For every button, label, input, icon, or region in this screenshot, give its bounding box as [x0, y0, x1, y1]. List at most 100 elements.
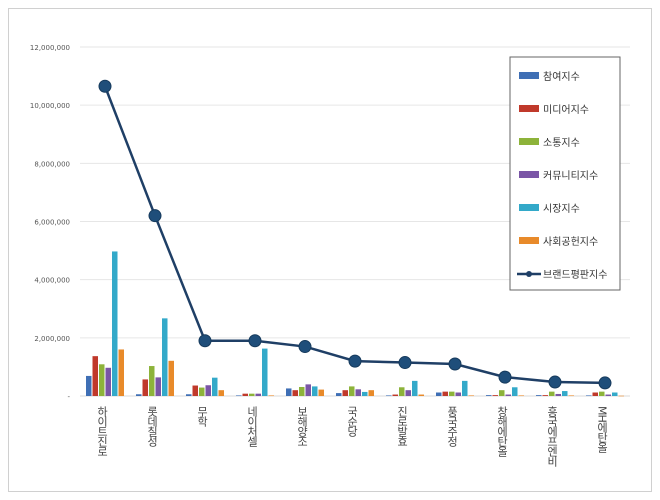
bar-6 — [618, 395, 624, 397]
bar-5 — [262, 348, 268, 396]
bar-1 — [486, 395, 492, 396]
line-point — [148, 209, 162, 223]
bar-5 — [112, 251, 118, 396]
bar-3 — [349, 386, 355, 396]
bar-2 — [492, 395, 498, 396]
bar-2 — [392, 394, 398, 396]
y-tick-label: 4,000,000 — [34, 277, 70, 285]
legend-label: 커뮤니티지수 — [543, 170, 598, 182]
line-point — [448, 357, 462, 371]
y-tick-label: 8,000,000 — [34, 160, 70, 168]
bar-2 — [142, 379, 148, 396]
y-tick-label: 2,000,000 — [34, 335, 70, 343]
bar-6 — [418, 394, 424, 396]
line-point — [498, 370, 512, 384]
bar-2 — [592, 392, 598, 396]
bar-4 — [505, 394, 511, 396]
x-tick-label: 하이트진로 — [96, 405, 109, 456]
x-tick-label: 무학 — [196, 406, 209, 427]
bar-2 — [292, 390, 298, 396]
bar-4 — [155, 377, 161, 396]
legend-label: 미디어지수 — [543, 104, 589, 116]
bar-5 — [412, 380, 418, 396]
bar-3 — [449, 391, 455, 396]
bar-5 — [462, 380, 468, 396]
bar-1 — [436, 392, 442, 396]
line-point — [198, 334, 212, 348]
bar-2 — [242, 393, 248, 396]
bar-4 — [455, 392, 461, 396]
bar-2 — [542, 395, 548, 396]
bar-6 — [468, 395, 474, 397]
legend-label: 사회공헌지수 — [543, 236, 598, 248]
bar-3 — [249, 393, 255, 396]
legend-swatch — [519, 237, 539, 244]
bar-4 — [605, 394, 611, 396]
y-tick-label: 6,000,000 — [34, 219, 70, 227]
bar-3 — [599, 391, 605, 396]
x-tick-label: 흥국에프엔비 — [546, 405, 559, 467]
legend-label: 참여지수 — [543, 71, 580, 83]
x-tick-label: 롯데칠성 — [146, 406, 159, 447]
bar-2 — [342, 390, 348, 396]
x-tick-label: 보해양조 — [296, 406, 309, 446]
bar-2 — [192, 385, 198, 396]
bar-5 — [162, 318, 168, 396]
bar-6 — [318, 389, 324, 396]
bar-6 — [118, 349, 124, 396]
bar-2 — [92, 356, 98, 396]
bar-1 — [536, 395, 542, 396]
legend-swatch — [519, 204, 539, 211]
x-tick-label: 국순당 — [346, 406, 359, 437]
bar-4 — [205, 385, 211, 396]
x-tick-label: 네이처셀 — [246, 406, 259, 447]
bar-5 — [562, 391, 568, 396]
line-point — [548, 375, 562, 389]
line-point — [348, 354, 362, 368]
bar-6 — [168, 360, 174, 396]
legend-swatch — [519, 72, 539, 79]
bar-1 — [86, 375, 92, 396]
bar-5 — [512, 387, 518, 396]
bar-3 — [199, 387, 205, 396]
legend-swatch — [519, 105, 539, 112]
bar-5 — [312, 386, 318, 396]
y-tick-label: - — [67, 393, 70, 401]
bar-6 — [368, 390, 374, 396]
x-tick-label: 풍국주정 — [446, 406, 459, 447]
line-point — [598, 376, 612, 390]
bar-3 — [299, 386, 305, 396]
line-point — [398, 356, 412, 370]
line-point — [98, 79, 112, 93]
bar-1 — [286, 388, 292, 396]
x-tick-label: MH에탄올 — [596, 406, 609, 452]
legend-label: 소통지수 — [543, 137, 580, 149]
x-tick-label: 진로발효 — [396, 406, 409, 446]
bar-4 — [255, 393, 261, 396]
y-tick-label: 12,000,000 — [30, 44, 70, 52]
bar-4 — [105, 367, 111, 396]
bar-6 — [568, 395, 574, 397]
bar-1 — [586, 395, 592, 397]
line-point — [248, 334, 262, 348]
legend-swatch — [519, 171, 539, 178]
line-point — [298, 340, 312, 354]
x-tick-label: 창해에탄올 — [496, 406, 509, 457]
bar-5 — [362, 391, 368, 396]
bar-5 — [612, 392, 618, 396]
bar-2 — [442, 391, 448, 396]
legend-label: 시장지수 — [543, 203, 580, 215]
bar-6 — [518, 395, 524, 397]
bar-5 — [212, 377, 218, 396]
bar-1 — [386, 395, 392, 397]
bar-6 — [268, 395, 274, 397]
bar-1 — [336, 393, 342, 396]
y-tick-label: 10,000,000 — [30, 102, 70, 110]
legend-swatch — [519, 138, 539, 145]
bar-4 — [405, 390, 411, 396]
bar-6 — [218, 390, 224, 396]
bar-3 — [549, 391, 555, 396]
legend-label: 브랜드평판지수 — [543, 269, 607, 281]
